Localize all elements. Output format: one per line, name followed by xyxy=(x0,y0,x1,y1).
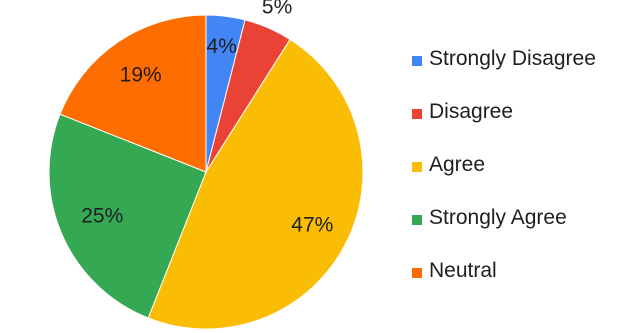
pie-plot: 4% 5% 47% 25% 19% xyxy=(48,0,364,330)
legend-label-agree: Agree xyxy=(429,153,486,176)
legend-item-disagree: Disagree xyxy=(412,97,643,150)
legend-item-agree: Agree xyxy=(412,150,643,203)
legend-label-disagree: Disagree xyxy=(429,100,514,123)
data-label-agree: 47% xyxy=(291,214,333,237)
legend-label-strongly-agree: Strongly Agree xyxy=(429,206,567,229)
legend-swatch-disagree xyxy=(412,109,422,119)
legend-label-neutral: Neutral xyxy=(429,259,497,282)
data-label-strongly-agree: 25% xyxy=(81,204,123,227)
pie-slice-agree xyxy=(147,38,364,330)
legend-label-strongly-disagree: Strongly Disagree xyxy=(429,47,596,70)
data-label-strongly-disagree: 4% xyxy=(207,35,237,58)
chart-legend: Strongly Disagree Disagree Agree Strongl… xyxy=(412,44,643,309)
legend-item-strongly-agree: Strongly Agree xyxy=(412,203,643,256)
data-label-neutral: 19% xyxy=(120,63,162,86)
legend-item-strongly-disagree: Strongly Disagree xyxy=(412,44,643,97)
legend-swatch-strongly-disagree xyxy=(412,56,422,66)
legend-item-neutral: Neutral xyxy=(412,256,643,309)
legend-swatch-agree xyxy=(412,162,422,172)
data-label-disagree: 5% xyxy=(262,0,292,18)
pie-slice-neutral xyxy=(59,14,207,173)
legend-swatch-neutral xyxy=(412,268,422,278)
pie-slice-strongly-agree xyxy=(48,113,207,319)
legend-swatch-strongly-agree xyxy=(412,215,422,225)
